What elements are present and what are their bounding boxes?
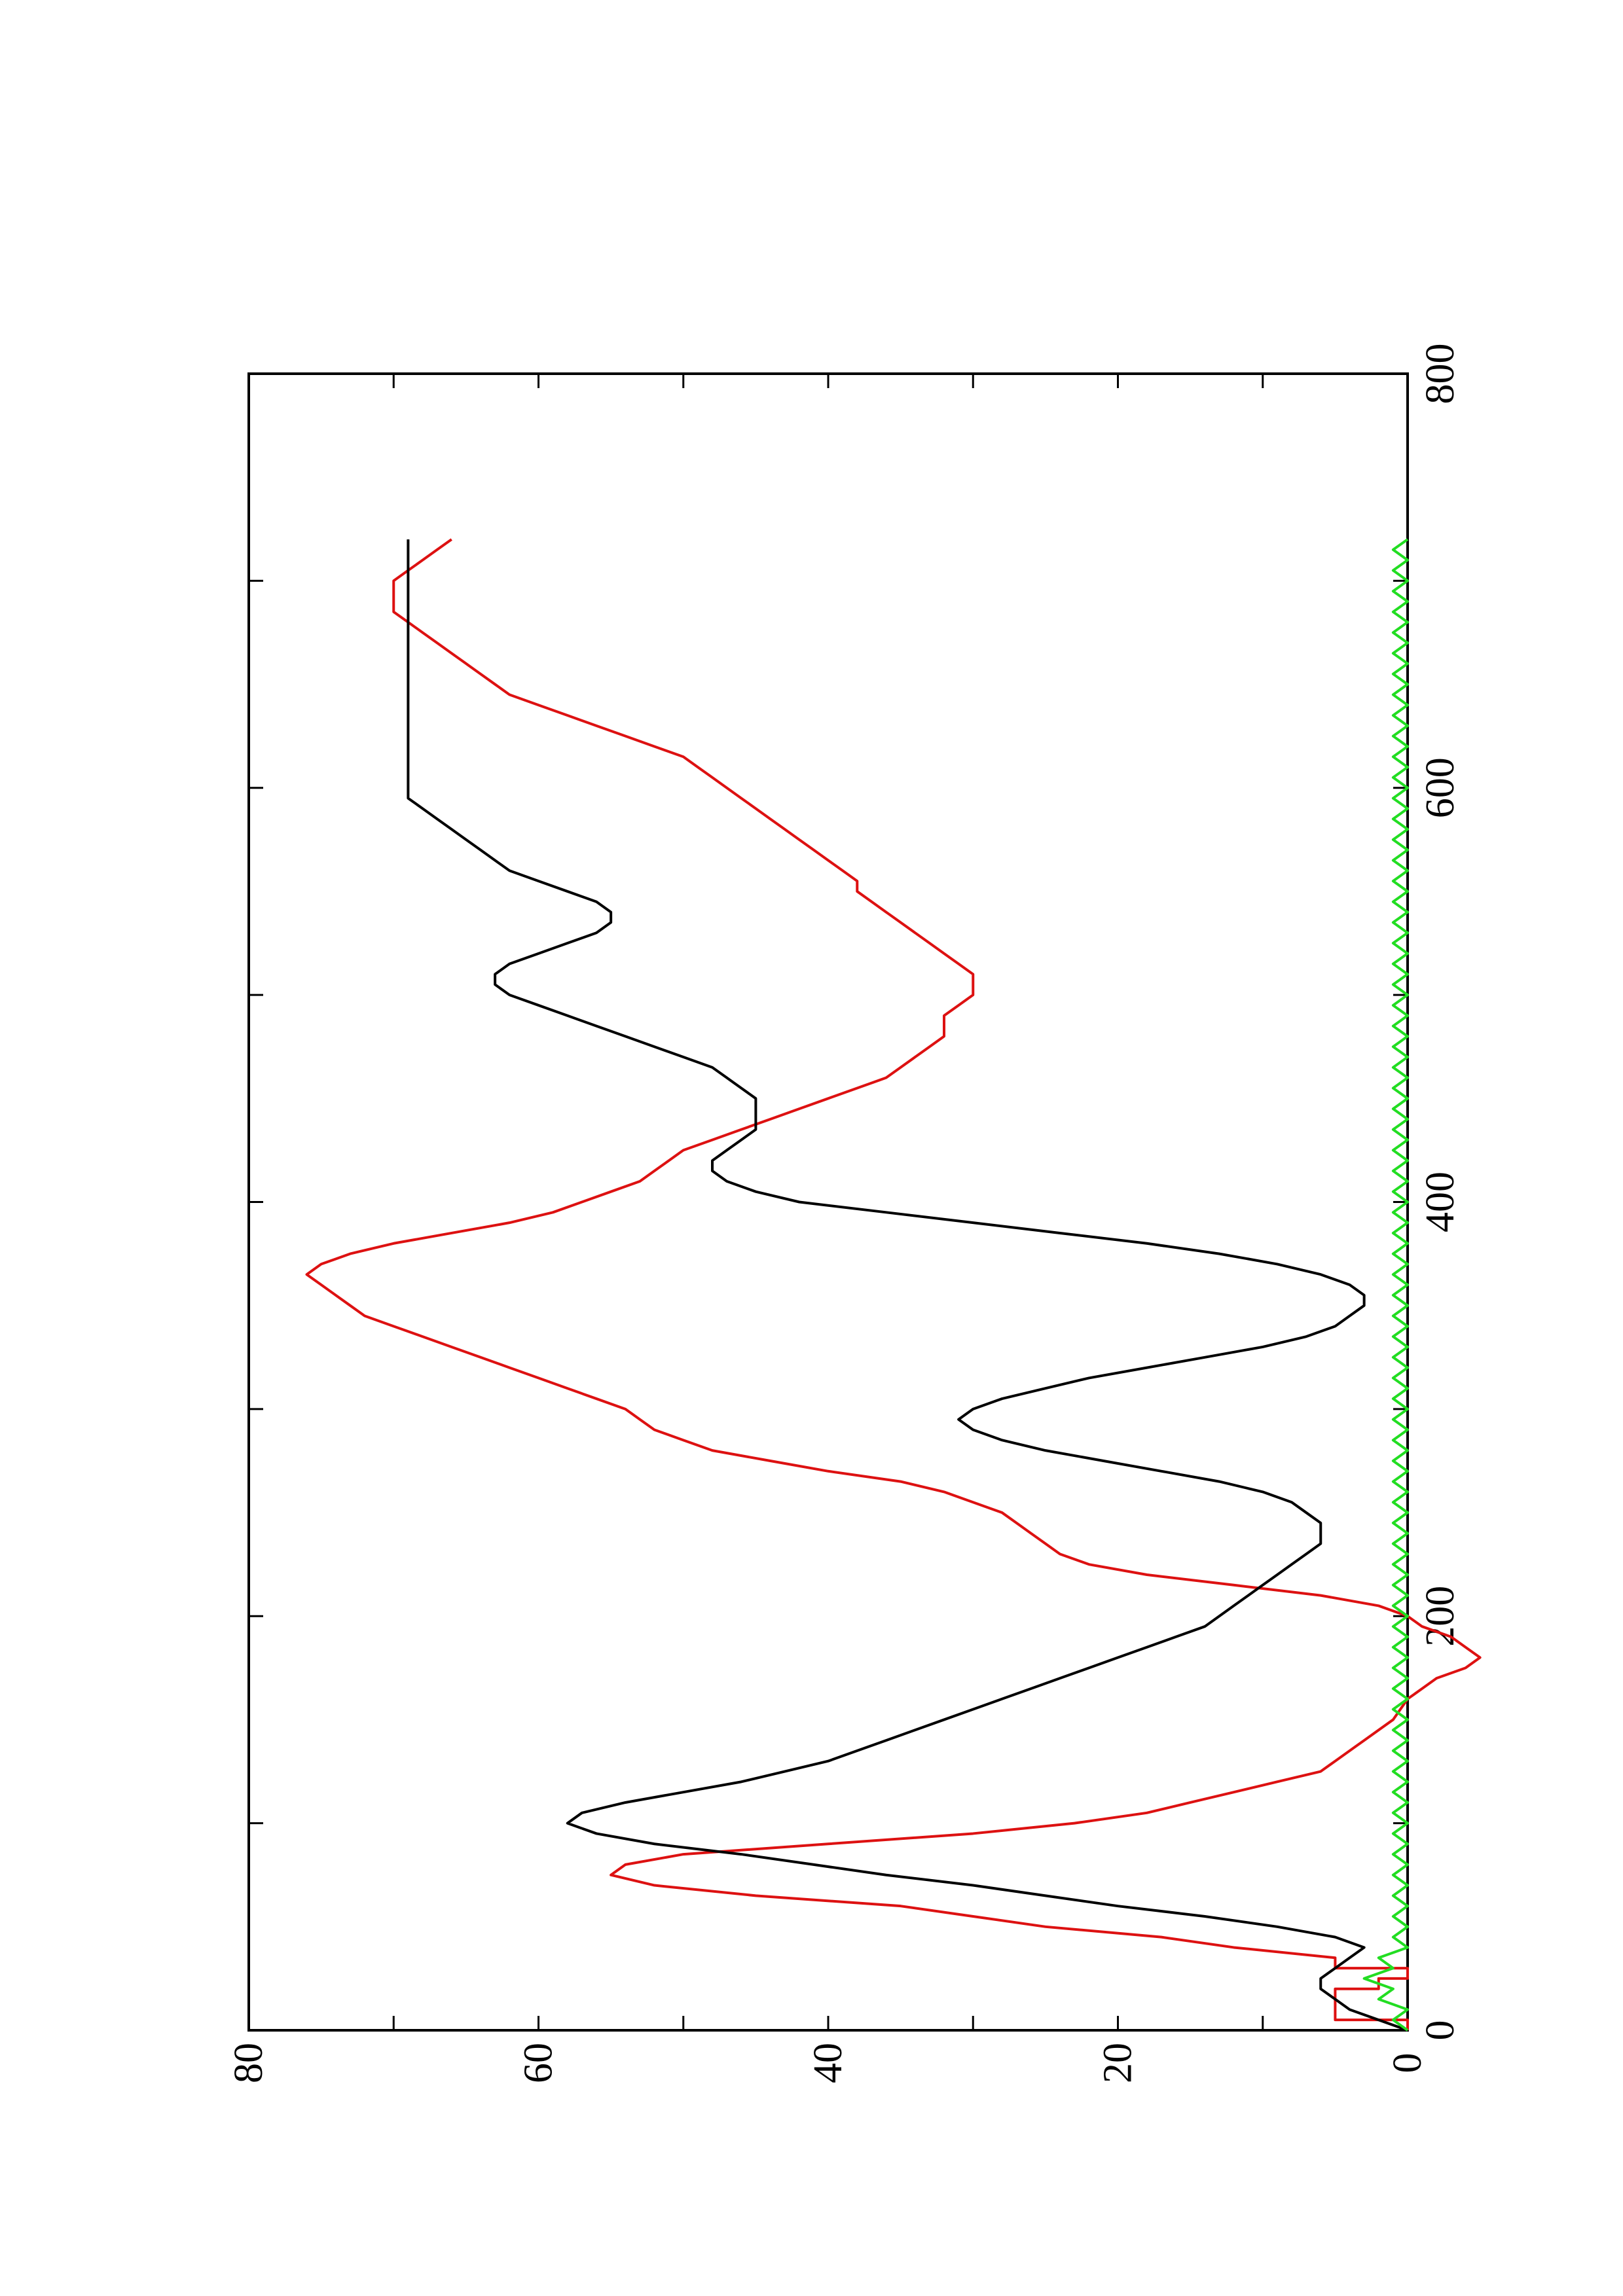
y-tick-label: 80 (227, 2043, 271, 2083)
ticks (247, 372, 1409, 2032)
plot-frame (247, 372, 1409, 2032)
series-line-3 (1362, 538, 1409, 2032)
x-tick-label: 600 (1418, 757, 1463, 818)
x-tick-label: 200 (1418, 1586, 1463, 1647)
y-tick-label: 0 (1385, 2053, 1430, 2073)
y-tick-label: 20 (1096, 2043, 1140, 2083)
y-tick-label: 60 (517, 2043, 561, 2083)
series-line-1 (305, 538, 1482, 2030)
tick-labels: 0 200 400 600 800 0 20 40 60 80 (227, 344, 1463, 2084)
series-layer (305, 538, 1482, 2032)
x-tick-label: 400 (1418, 1172, 1463, 1232)
y-tick-label: 40 (806, 2043, 850, 2083)
x-tick-label: 800 (1418, 344, 1463, 404)
series-line-2 (407, 539, 1408, 2032)
x-tick-label: 0 (1418, 2020, 1463, 2041)
